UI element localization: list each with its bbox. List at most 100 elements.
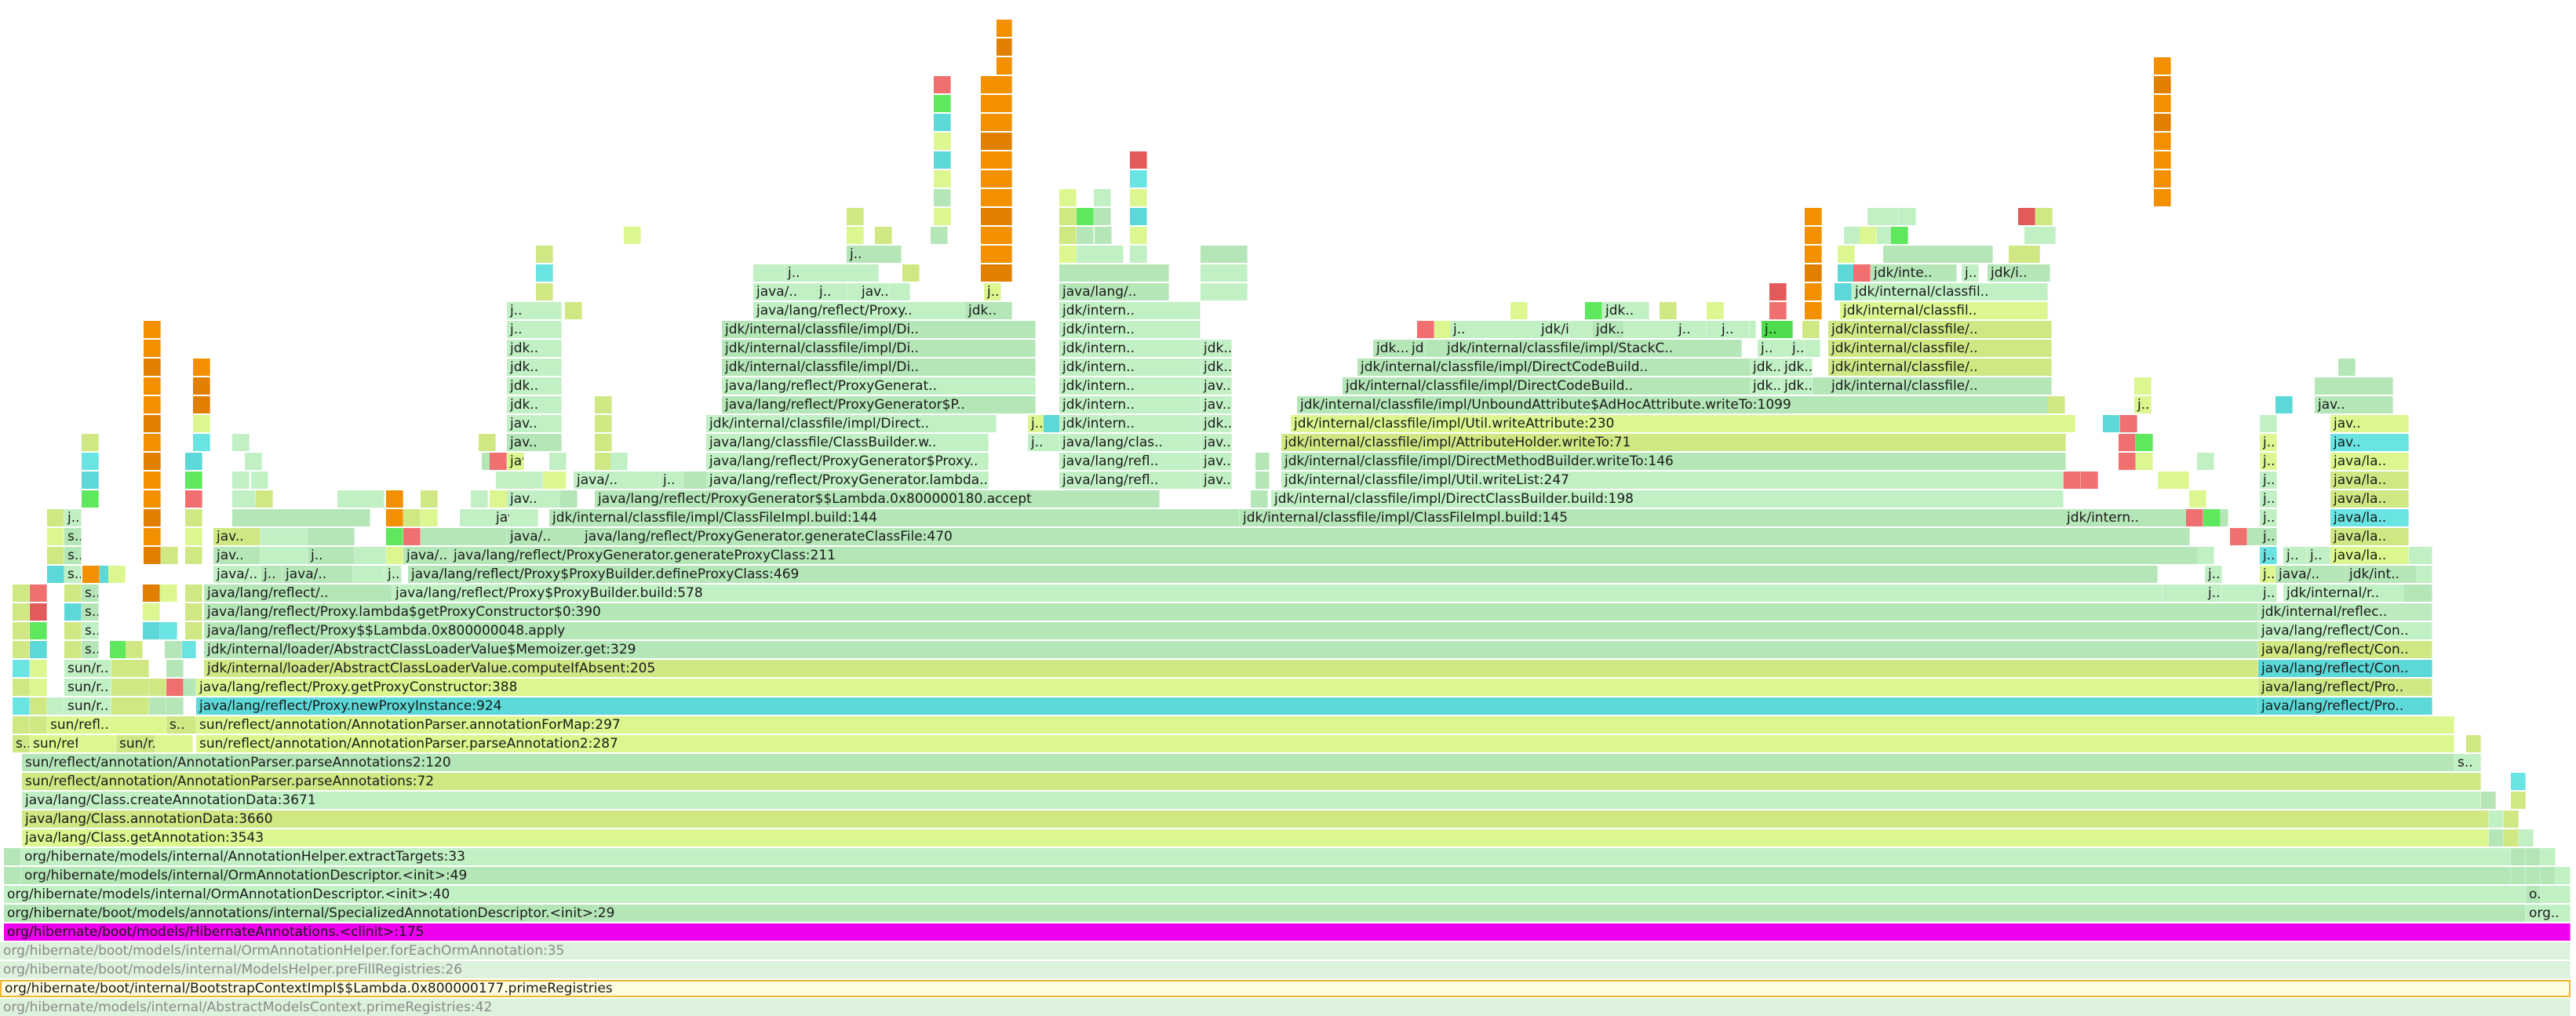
stack-frame[interactable]: jdk.. xyxy=(1781,377,1813,395)
stack-frame[interactable]: jav.. xyxy=(507,490,562,508)
stack-frame[interactable]: j.. xyxy=(1675,321,1707,338)
stack-frame[interactable] xyxy=(997,38,1012,56)
stack-frame[interactable]: jav.. xyxy=(507,453,524,470)
stack-frame[interactable] xyxy=(934,133,951,150)
stack-frame[interactable]: jav.. xyxy=(1201,377,1232,395)
stack-frame[interactable] xyxy=(2024,227,2056,244)
stack-frame[interactable]: org/hibernate/models/internal/Annotation… xyxy=(21,848,2511,865)
stack-frame[interactable] xyxy=(64,641,82,658)
stack-frame[interactable]: java/lang/reflect/ProxyGenerator.lambda.… xyxy=(706,472,989,489)
stack-frame[interactable]: java/lang/reflect/Proxy.. xyxy=(753,302,973,319)
stack-frame[interactable]: java/lang/reflect/Proxy.getProxyConstruc… xyxy=(196,679,2258,696)
stack-frame[interactable] xyxy=(1891,227,1908,244)
stack-frame[interactable] xyxy=(1838,246,1855,263)
stack-frame[interactable] xyxy=(126,641,143,658)
stack-frame[interactable] xyxy=(111,679,149,696)
stack-frame[interactable]: jdk/inte.. xyxy=(1871,264,1957,282)
stack-frame[interactable]: sun/reflect/annotation/AnnotationParser.… xyxy=(22,773,2481,790)
stack-frame[interactable] xyxy=(47,566,64,583)
stack-frame[interactable] xyxy=(166,660,184,677)
stack-frame[interactable]: jdk/internal/classfile/impl/DirectMethod… xyxy=(1281,453,2066,470)
stack-frame[interactable]: jdk/internal/classfile/.. xyxy=(1828,359,2052,376)
stack-frame[interactable]: jdk.. xyxy=(1750,359,1781,376)
stack-frame[interactable] xyxy=(2154,95,2171,112)
stack-frame[interactable]: jav.. xyxy=(213,547,261,564)
stack-frame[interactable] xyxy=(232,472,250,489)
stack-frame[interactable] xyxy=(166,679,184,696)
stack-frame[interactable]: jdk/internal/classfil.. xyxy=(1840,302,2048,319)
stack-frame[interactable] xyxy=(251,472,268,489)
stack-frame[interactable]: j.. xyxy=(2260,566,2275,583)
stack-frame[interactable] xyxy=(2541,848,2556,865)
stack-frame[interactable] xyxy=(981,227,1012,244)
stack-frame[interactable] xyxy=(2489,810,2504,828)
stack-frame[interactable]: jdk/internal/classfile/impl/Di.. xyxy=(722,340,1036,357)
stack-frame[interactable] xyxy=(403,528,421,545)
stack-frame[interactable] xyxy=(184,679,196,696)
stack-frame[interactable] xyxy=(1130,227,1147,244)
stack-frame[interactable]: java/.. xyxy=(213,566,261,583)
stack-frame[interactable] xyxy=(875,227,892,244)
stack-frame[interactable]: j.. xyxy=(847,246,902,263)
stack-frame[interactable] xyxy=(560,490,578,508)
stack-frame[interactable] xyxy=(536,283,553,300)
stack-frame[interactable]: jav.. xyxy=(507,434,562,451)
stack-frame[interactable]: j.. xyxy=(384,566,402,583)
stack-frame[interactable]: sun/reflect/annotation/AnnotationParser.… xyxy=(196,735,2454,752)
stack-frame[interactable]: jdk.. xyxy=(507,396,562,413)
stack-frame[interactable]: java/lang/reflect/Pro.. xyxy=(2258,679,2432,696)
stack-frame[interactable]: jdk/internal/classfile/impl/Util.writeAt… xyxy=(1291,415,2075,432)
stack-frame[interactable] xyxy=(160,584,177,602)
stack-frame[interactable]: jdk/internal/classfile/impl/StackC.. xyxy=(1444,340,1742,357)
stack-frame[interactable]: s.. xyxy=(2454,754,2481,771)
stack-frame[interactable] xyxy=(337,490,384,508)
stack-frame[interactable] xyxy=(161,547,178,564)
stack-frame[interactable] xyxy=(1130,170,1147,188)
stack-frame[interactable] xyxy=(981,246,1012,263)
stack-frame[interactable]: java/lang/reflect/ProxyGenerator$P.. xyxy=(722,396,1036,413)
stack-frame[interactable]: s.. xyxy=(166,716,196,734)
stack-frame[interactable]: java/lang/reflect/Con.. xyxy=(2258,622,2432,639)
stack-frame[interactable]: jav.. xyxy=(1201,472,1232,489)
stack-frame[interactable]: s.. xyxy=(64,528,82,545)
stack-frame[interactable] xyxy=(1094,189,1111,206)
stack-frame[interactable]: java/.. xyxy=(2275,566,2346,583)
stack-frame[interactable]: jdk/i.. xyxy=(1988,264,2050,282)
stack-frame[interactable] xyxy=(981,208,1012,225)
stack-frame[interactable] xyxy=(471,490,488,508)
stack-frame[interactable]: java/lang/reflect/ProxyGenerat.. xyxy=(722,377,1036,395)
stack-frame[interactable]: java/lang/reflect/ProxyGenerator.generat… xyxy=(581,528,2190,545)
stack-frame[interactable] xyxy=(2154,151,2171,169)
stack-frame[interactable] xyxy=(2511,867,2526,884)
stack-frame[interactable] xyxy=(193,359,210,376)
stack-frame[interactable] xyxy=(110,716,166,734)
stack-frame[interactable]: j.. xyxy=(2134,396,2152,413)
stack-frame[interactable]: sun/r.. xyxy=(64,697,111,715)
stack-frame[interactable] xyxy=(386,528,403,545)
stack-frame[interactable] xyxy=(144,434,161,451)
stack-frame[interactable]: java/lang/reflect/ProxyGenerator$Proxy.. xyxy=(706,453,989,470)
stack-frame[interactable] xyxy=(64,603,82,621)
stack-frame[interactable] xyxy=(2158,472,2189,489)
stack-frame[interactable]: jav.. xyxy=(507,415,562,432)
stack-frame[interactable] xyxy=(1201,283,1248,300)
stack-frame[interactable] xyxy=(1077,246,1124,263)
stack-frame[interactable]: j.. xyxy=(816,283,847,300)
stack-frame[interactable]: j.. xyxy=(660,472,683,489)
stack-frame[interactable] xyxy=(1860,227,1877,244)
stack-frame[interactable]: org/hibernate/boot/models/annotations/in… xyxy=(4,905,2526,922)
stack-frame[interactable]: java/.. xyxy=(574,472,660,489)
stack-frame[interactable]: java/lang/reflect/Con.. xyxy=(2258,660,2432,677)
stack-frame[interactable] xyxy=(934,151,951,169)
stack-frame[interactable]: jav.. xyxy=(213,528,261,545)
stack-frame[interactable] xyxy=(110,641,127,658)
stack-frame[interactable] xyxy=(2081,472,2098,489)
stack-frame[interactable] xyxy=(47,547,64,564)
stack-frame[interactable] xyxy=(256,490,273,508)
stack-frame[interactable]: java/lang/reflect/Pro.. xyxy=(2258,697,2432,715)
stack-frame[interactable] xyxy=(165,641,182,658)
stack-frame[interactable] xyxy=(2511,773,2526,790)
stack-frame[interactable] xyxy=(2466,735,2481,752)
stack-frame[interactable] xyxy=(232,490,256,508)
stack-frame[interactable] xyxy=(64,584,82,602)
